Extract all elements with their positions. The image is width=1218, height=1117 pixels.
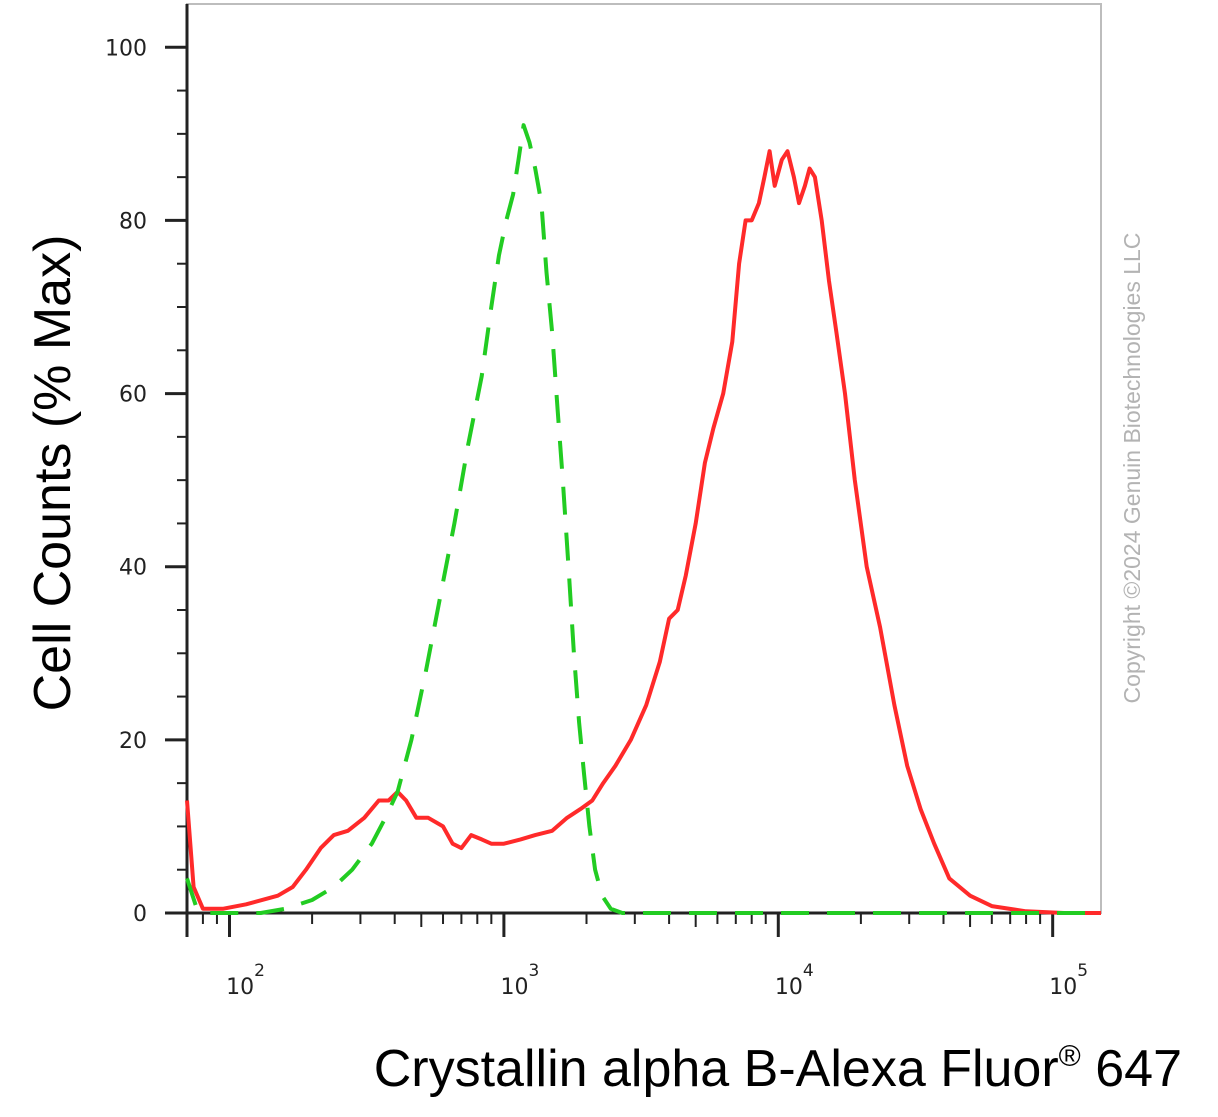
x-tick-label-exponent: 3 [528, 961, 539, 981]
x-tick-label: 102 [226, 961, 265, 1000]
x-tick-label-base: 10 [775, 975, 803, 1000]
x-tick-label: 105 [1049, 961, 1088, 1000]
series-line-solid [185, 149, 1101, 915]
y-axis-ticks: 0 20 40 60 80 100 [105, 36, 187, 927]
x-axis-label: Crystallin alpha B-Alexa Fluor® 647 [374, 1040, 1182, 1098]
x-tick-label-exponent: 5 [1077, 961, 1088, 981]
y-tick-label: 80 [119, 209, 147, 234]
y-tick-label: 0 [133, 902, 147, 927]
x-tick-label-exponent: 2 [254, 961, 265, 981]
series-line-dashed [185, 123, 1101, 915]
y-tick-label: 20 [119, 729, 147, 754]
copyright-watermark: Copyright ©2024 Genuin Biotechnologies L… [1119, 233, 1145, 704]
x-tick-label-base: 10 [500, 975, 528, 1000]
plot-frame [186, 3, 1102, 914]
y-tick-label: 60 [119, 383, 147, 408]
x-tick-label: 104 [775, 961, 814, 1000]
x-axis-label-suffix: 647 [1081, 1040, 1182, 1098]
y-axis-label: Cell Counts (% Max) [24, 235, 82, 712]
x-axis-label-registered-mark: ® [1059, 1040, 1081, 1073]
series-layer [185, 123, 1101, 915]
x-axis-label-main: Crystallin alpha B-Alexa Fluor [374, 1040, 1059, 1098]
x-tick-label-exponent: 4 [803, 961, 814, 981]
x-tick-label: 103 [500, 961, 539, 1000]
y-tick-label: 100 [105, 36, 147, 61]
x-tick-label-base: 10 [226, 975, 254, 1000]
y-tick-label: 40 [119, 556, 147, 581]
x-tick-label-base: 10 [1049, 975, 1077, 1000]
